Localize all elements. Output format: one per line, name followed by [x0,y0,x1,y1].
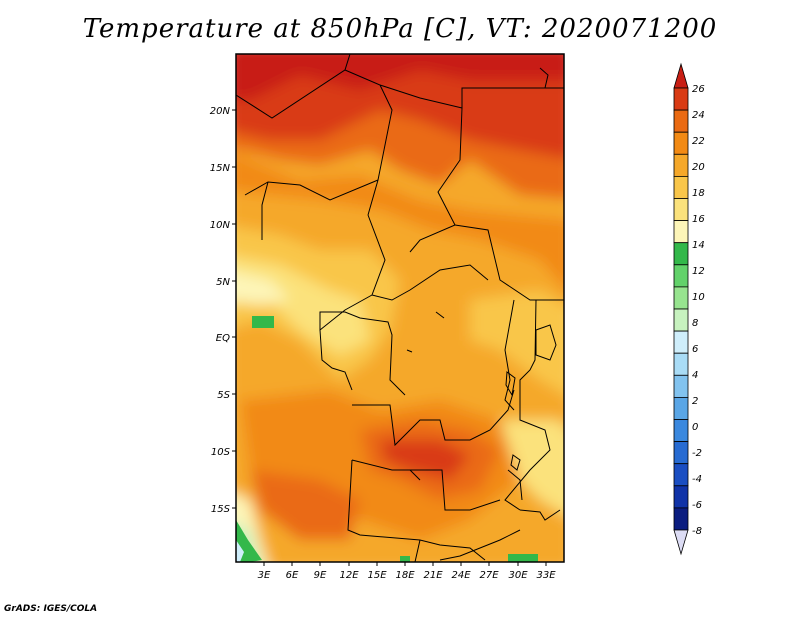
lat-axis: 20N 15N 10N 5N EQ 5S 10S 15S [210,106,236,515]
colorbar-segment [673,87,689,111]
colorbar-label: -4 [692,474,702,485]
lon-label: 24E [451,570,471,581]
colorbar-segment [673,286,689,310]
colorbar-segment [673,419,689,443]
colorbar-segment [673,153,689,177]
lon-label: 21E [423,570,443,581]
colorbar-segment [673,507,689,531]
colorbar-segment [673,485,689,509]
colorbar-label: 6 [692,344,698,355]
colorbar-label: 12 [692,266,705,277]
colorbar-segment [673,242,689,266]
colorbar-label: 22 [692,136,705,147]
lon-label: 9E [314,570,327,581]
lat-label: 15N [210,163,231,174]
lat-label: EQ [216,333,230,344]
colorbar-segment [673,109,689,133]
colorbar-segment [673,396,689,420]
colorbar-segment [673,330,689,354]
lat-label: 5N [216,277,230,288]
country-borders [236,54,564,562]
colorbar-label: -2 [692,448,702,459]
colorbar-label: -6 [692,500,702,511]
colorbar-segment [673,352,689,376]
footer-credit: GrADS: IGES/COLA [4,604,98,614]
colorbar-segment [673,441,689,465]
colorbar-label: 0 [692,422,698,433]
colorbar-segment [673,264,689,288]
colorbar-segment [673,374,689,398]
colorbar-label: 20 [692,162,705,173]
colorbar-label: 2 [692,396,698,407]
temperature-field [236,54,564,562]
map-frame [235,53,565,563]
colorbar-label: 4 [692,370,698,381]
lat-label: 10S [211,447,231,458]
colorbar-segment [673,198,689,222]
colorbar-label: 14 [692,240,705,251]
colorbar-label: 16 [692,214,705,225]
light-blue-patch [236,540,244,562]
colorbar-label: -8 [692,526,702,537]
lon-label: 15E [367,570,387,581]
colorbar-label: 24 [692,110,705,121]
colorbar-segment [673,463,689,487]
lon-label: 3E [258,570,271,581]
green-patch [252,316,274,328]
lon-label: 6E [286,570,299,581]
colorbar-label: 18 [692,188,705,199]
lon-label: 18E [395,570,415,581]
lat-label: 5S [217,390,230,401]
lon-label: 33E [536,570,556,581]
lat-label: 20N [210,106,231,117]
colorbar-segment [673,175,689,199]
lon-label: 12E [339,570,359,581]
chart-title: Temperature at 850hPa [C], VT: 202007120… [82,14,718,44]
lon-label: 30E [508,570,528,581]
colorbar-max-arrow [673,62,689,89]
lon-axis: 3E 6E 9E 12E 15E 18E 21E 24E 27E 30E 33E [258,562,556,581]
colorbar-min-arrow [673,529,689,556]
lon-label: 27E [479,570,499,581]
colorbar-label: 10 [692,292,705,303]
green-patch [400,556,410,562]
colorbar-label: 26 [692,84,705,95]
colorbar-segment [673,308,689,332]
colorbar-label: 8 [692,318,698,329]
green-patch [508,554,538,562]
lat-label: 10N [210,220,231,231]
lat-label: 15S [211,504,231,515]
colorbar-segment [673,131,689,155]
colorbar-segment [673,220,689,244]
